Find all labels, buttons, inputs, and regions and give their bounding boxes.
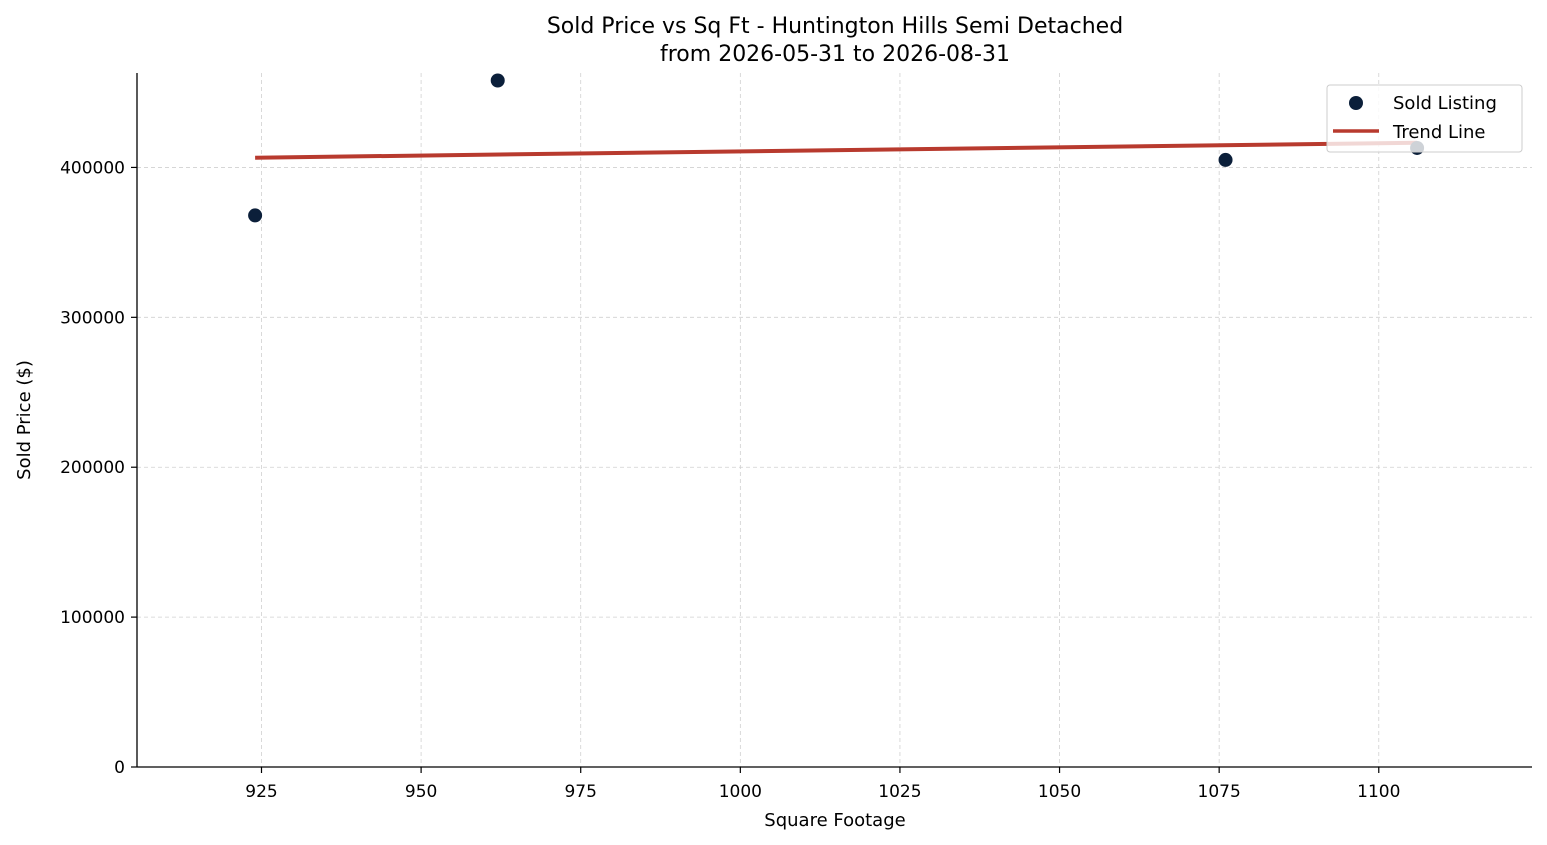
chart-title: Sold Price vs Sq Ft - Huntington Hills S… <box>547 14 1123 39</box>
x-axis-label: Square Footage <box>764 810 905 831</box>
sold-listing-point <box>248 208 263 223</box>
legend-marker-sold-listing <box>1349 96 1363 110</box>
x-tick-label: 1075 <box>1198 782 1241 802</box>
x-tick-label: 925 <box>245 782 277 802</box>
y-tick-label: 200000 <box>60 458 125 478</box>
x-tick-label: 1100 <box>1357 782 1400 802</box>
x-tick-label: 975 <box>564 782 596 802</box>
x-tick-label: 1050 <box>1038 782 1081 802</box>
x-tick-label: 1025 <box>878 782 921 802</box>
y-axis-ticks: 0 100000 200000 300000 400000 <box>60 158 137 778</box>
x-axis-ticks: 925 950 975 1000 1025 1050 1075 1100 <box>245 767 1400 802</box>
sold-listing-point <box>490 73 505 88</box>
x-tick-label: 950 <box>405 782 437 802</box>
y-tick-label: 400000 <box>60 158 125 178</box>
grid-lines <box>137 73 1532 767</box>
y-tick-label: 0 <box>114 758 125 778</box>
legend-label-sold-listing: Sold Listing <box>1393 93 1497 114</box>
y-axis-label: Sold Price ($) <box>14 360 35 480</box>
legend-label-trend-line: Trend Line <box>1392 122 1486 143</box>
sold-listing-point <box>1218 152 1233 167</box>
y-tick-label: 300000 <box>60 308 125 328</box>
chart-subtitle: from 2026-05-31 to 2026-08-31 <box>660 42 1010 67</box>
trend-line <box>255 140 1418 160</box>
y-tick-label: 100000 <box>60 608 125 628</box>
trend-line-layer <box>255 140 1418 160</box>
legend: Sold Listing Trend Line <box>1326 84 1523 153</box>
x-tick-label: 1000 <box>719 782 762 802</box>
data-points <box>248 73 1425 223</box>
legend-box <box>1326 84 1523 153</box>
